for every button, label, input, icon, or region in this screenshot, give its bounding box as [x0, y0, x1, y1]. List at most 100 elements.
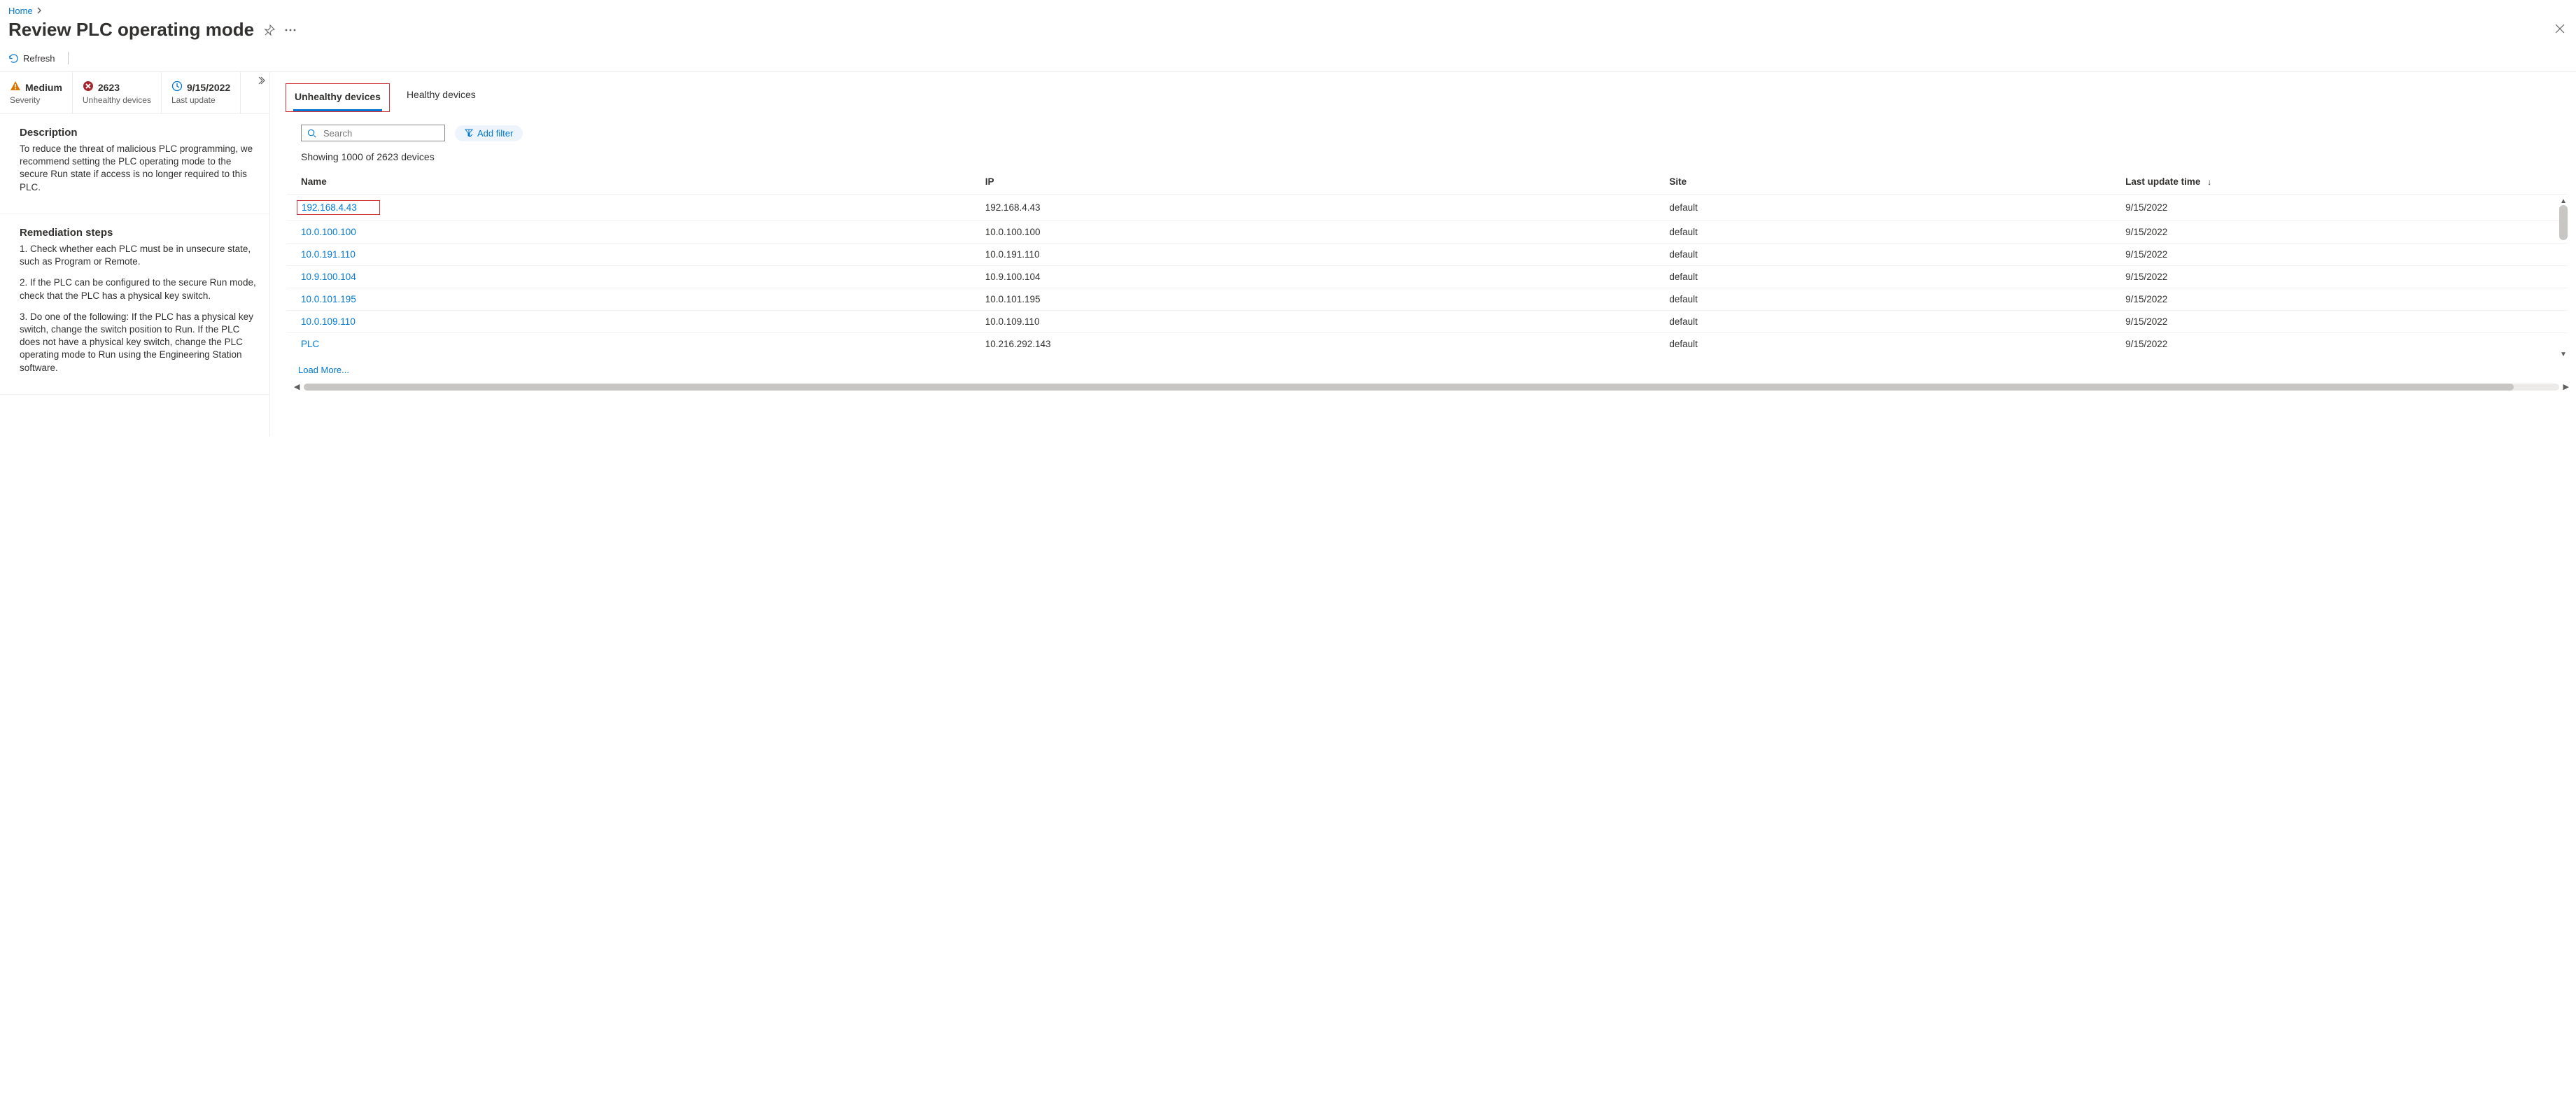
table-row[interactable]: 10.0.109.11010.0.109.110default9/15/2022: [287, 311, 2568, 333]
cell-last-update: 9/15/2022: [2111, 195, 2568, 221]
cell-ip: 10.9.100.104: [971, 266, 1656, 288]
cell-ip: 10.0.109.110: [971, 311, 1656, 333]
cell-ip: 10.0.101.195: [971, 288, 1656, 311]
cell-name: PLC: [287, 333, 971, 356]
clock-icon: [171, 80, 183, 94]
scroll-up-icon[interactable]: ▲: [2560, 197, 2567, 205]
breadcrumb-home[interactable]: Home: [8, 6, 33, 16]
device-link[interactable]: 192.168.4.43: [302, 202, 357, 213]
cell-last-update: 9/15/2022: [2111, 311, 2568, 333]
close-icon[interactable]: [2552, 20, 2568, 40]
cell-site: default: [1655, 333, 2111, 356]
load-more-link[interactable]: Load More...: [298, 365, 349, 375]
table-row[interactable]: 10.0.100.10010.0.100.100default9/15/2022: [287, 221, 2568, 244]
remediation-section: Remediation steps 1. Check whether each …: [0, 214, 269, 395]
more-icon[interactable]: [285, 29, 296, 31]
warning-icon: [10, 80, 21, 94]
device-link[interactable]: PLC: [301, 339, 319, 349]
device-link[interactable]: 10.0.101.195: [301, 294, 356, 304]
cell-ip: 10.0.191.110: [971, 244, 1656, 266]
title-bar: Review PLC operating mode: [0, 19, 2576, 48]
cell-name: 192.168.4.43: [287, 195, 971, 221]
cell-last-update: 9/15/2022: [2111, 244, 2568, 266]
unhealthy-label: Unhealthy devices: [83, 95, 151, 105]
remediation-step: 2. If the PLC can be configured to the s…: [20, 276, 257, 302]
cell-last-update: 9/15/2022: [2111, 333, 2568, 356]
scroll-down-icon[interactable]: ▼: [2560, 351, 2567, 358]
devices-table-wrap: Name IP Site Last update time ↓ 192.168.…: [287, 169, 2568, 355]
description-body: To reduce the threat of malicious PLC pr…: [20, 143, 257, 194]
last-update-label: Last update: [171, 95, 230, 105]
devices-table: Name IP Site Last update time ↓ 192.168.…: [287, 169, 2568, 355]
cell-name: 10.0.100.100: [287, 221, 971, 244]
row-highlight-box: 192.168.4.43: [297, 200, 380, 215]
cell-name: 10.0.191.110: [287, 244, 971, 266]
scroll-thumb[interactable]: [2559, 205, 2568, 240]
error-icon: [83, 80, 94, 94]
table-row[interactable]: PLC 10.216.292.143default9/15/2022: [287, 333, 2568, 356]
cell-last-update: 9/15/2022: [2111, 266, 2568, 288]
scroll-right-icon[interactable]: ▶: [2563, 382, 2569, 391]
refresh-button[interactable]: Refresh: [8, 53, 55, 64]
vertical-scrollbar[interactable]: ▲ ▼: [2559, 197, 2568, 358]
severity-label: Severity: [10, 95, 62, 105]
cell-site: default: [1655, 221, 2111, 244]
cell-name: 10.0.101.195: [287, 288, 971, 311]
pin-icon[interactable]: [264, 24, 275, 36]
cell-ip: 10.0.100.100: [971, 221, 1656, 244]
breadcrumb: Home: [0, 0, 2576, 19]
remediation-step: 3. Do one of the following: If the PLC h…: [20, 311, 257, 374]
table-row[interactable]: 192.168.4.43192.168.4.43default9/15/2022: [287, 195, 2568, 221]
cell-ip: 192.168.4.43: [971, 195, 1656, 221]
device-link[interactable]: 10.0.191.110: [301, 249, 356, 260]
cell-site: default: [1655, 195, 2111, 221]
description-heading: Description: [20, 127, 257, 139]
summary-last-update: 9/15/2022 Last update: [162, 72, 241, 113]
load-more[interactable]: Load More...: [298, 365, 2576, 375]
col-last-update[interactable]: Last update time ↓: [2111, 169, 2568, 195]
col-site[interactable]: Site: [1655, 169, 2111, 195]
remediation-heading: Remediation steps: [20, 227, 257, 239]
filter-icon: [465, 129, 473, 137]
cell-site: default: [1655, 266, 2111, 288]
summary-row: Medium Severity 2623 Unhealthy devices: [0, 72, 269, 114]
chevron-right-icon: [37, 6, 43, 16]
expand-pane-icon[interactable]: [257, 76, 265, 87]
page-title: Review PLC operating mode: [8, 19, 254, 41]
col-name[interactable]: Name: [287, 169, 971, 195]
toolbar: Refresh: [0, 48, 2576, 72]
cell-last-update: 9/15/2022: [2111, 221, 2568, 244]
table-row[interactable]: 10.0.101.19510.0.101.195default9/15/2022: [287, 288, 2568, 311]
search-box[interactable]: [301, 125, 445, 141]
table-row[interactable]: 10.0.191.11010.0.191.110default9/15/2022: [287, 244, 2568, 266]
right-pane: Unhealthy devices Healthy devices Add fi…: [270, 72, 2576, 436]
severity-value: Medium: [25, 82, 62, 93]
sort-down-icon: ↓: [2207, 177, 2211, 187]
unhealthy-value: 2623: [98, 82, 120, 93]
device-link[interactable]: 10.0.109.110: [301, 316, 356, 327]
col-ip[interactable]: IP: [971, 169, 1656, 195]
table-row[interactable]: 10.9.100.10410.9.100.104default9/15/2022: [287, 266, 2568, 288]
cell-ip: 10.216.292.143: [971, 333, 1656, 356]
left-pane: Medium Severity 2623 Unhealthy devices: [0, 72, 270, 436]
tab-healthy[interactable]: Healthy devices: [405, 83, 477, 112]
remediation-step: 1. Check whether each PLC must be in uns…: [20, 243, 257, 268]
refresh-label: Refresh: [23, 53, 55, 64]
showing-text: Showing 1000 of 2623 devices: [301, 151, 2576, 162]
cell-name: 10.0.109.110: [287, 311, 971, 333]
add-filter-label: Add filter: [477, 128, 513, 139]
description-section: Description To reduce the threat of mali…: [0, 114, 269, 214]
search-input[interactable]: [322, 127, 448, 139]
scroll-left-icon[interactable]: ◀: [294, 382, 300, 391]
summary-unhealthy: 2623 Unhealthy devices: [73, 72, 162, 113]
cell-last-update: 9/15/2022: [2111, 288, 2568, 311]
title-actions: [264, 24, 296, 36]
tab-unhealthy[interactable]: Unhealthy devices: [293, 85, 382, 111]
device-link[interactable]: 10.9.100.104: [301, 272, 356, 282]
add-filter-button[interactable]: Add filter: [455, 125, 523, 141]
summary-severity: Medium Severity: [0, 72, 73, 113]
hscroll-thumb[interactable]: [304, 384, 2514, 391]
device-link[interactable]: 10.0.100.100: [301, 227, 356, 237]
horizontal-scrollbar[interactable]: ◀ ▶: [294, 382, 2569, 391]
col-last-update-label: Last update time: [2125, 176, 2200, 187]
